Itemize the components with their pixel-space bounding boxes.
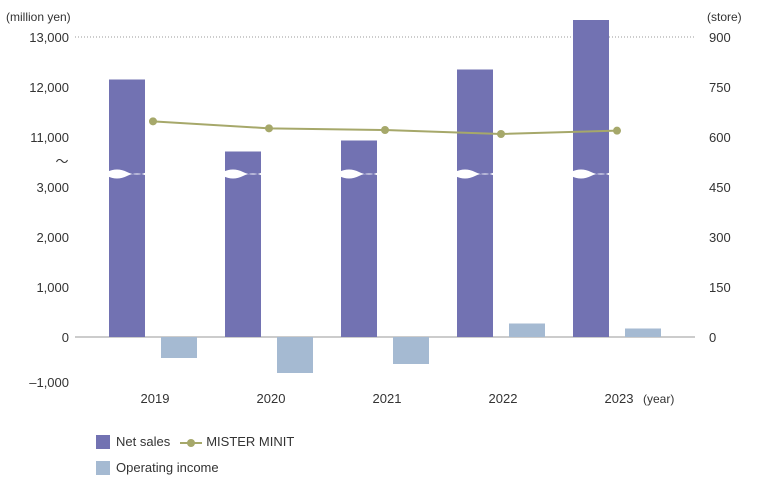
net-sales-bar bbox=[573, 20, 609, 337]
chart-labels: 13,000 12,000 11,000 3,000 2,000 1,000 0 –1,000… bbox=[6, 10, 742, 406]
right-tick-label: 900 bbox=[709, 30, 731, 45]
net-sales-bar bbox=[225, 151, 261, 337]
left-tick-label: 3,000 bbox=[36, 180, 69, 195]
left-tick-label: 12,000 bbox=[29, 80, 69, 95]
left-tick-label: 11,000 bbox=[30, 130, 69, 145]
bar-break-wave bbox=[223, 169, 263, 179]
left-tick-label: 13,000 bbox=[29, 30, 69, 45]
mister-minit-point bbox=[381, 126, 389, 134]
operating-income-swatch bbox=[96, 460, 110, 475]
operating-income-bar bbox=[277, 337, 313, 373]
legend-mister-minit: MISTER MINIT bbox=[206, 434, 295, 449]
axis-break-symbol: 〜 bbox=[55, 154, 68, 169]
operating-income-bar bbox=[509, 323, 545, 337]
chart-line bbox=[149, 117, 621, 138]
operating-income-bar bbox=[393, 337, 429, 364]
bar-break-wave bbox=[571, 169, 611, 179]
legend-row-2: Operating income bbox=[96, 460, 219, 475]
legend-net-sales: Net sales bbox=[116, 434, 171, 449]
mister-minit-point bbox=[613, 126, 621, 135]
left-tick-label: 1,000 bbox=[36, 280, 69, 295]
left-tick-label: 2,000 bbox=[36, 230, 69, 245]
right-axis-unit: (store) bbox=[707, 10, 742, 24]
net-sales-bar bbox=[109, 79, 145, 337]
net-sales-swatch bbox=[96, 434, 110, 449]
operating-income-bar bbox=[625, 328, 661, 337]
x-tick-label: 2019 bbox=[141, 391, 170, 406]
chart-bars bbox=[107, 20, 661, 373]
left-tick-label: 0 bbox=[62, 330, 69, 345]
right-tick-label: 300 bbox=[709, 230, 731, 245]
right-tick-label: 450 bbox=[709, 180, 731, 195]
mister-minit-swatch bbox=[180, 435, 203, 449]
legend-operating-income: Operating income bbox=[116, 460, 219, 475]
legend-row-1: Net sales MISTER MINIT bbox=[96, 434, 294, 449]
x-axis-unit: (year) bbox=[643, 392, 674, 406]
net-sales-bar bbox=[457, 69, 493, 337]
operating-income-bar bbox=[161, 337, 197, 358]
x-tick-label: 2022 bbox=[489, 391, 518, 406]
x-tick-label: 2020 bbox=[257, 391, 286, 406]
mister-minit-point bbox=[265, 124, 273, 133]
right-tick-label: 750 bbox=[709, 80, 731, 95]
mister-minit-point bbox=[149, 117, 157, 126]
bar-break-wave bbox=[455, 169, 495, 179]
left-tick-label: –1,000 bbox=[29, 375, 69, 390]
right-tick-label: 600 bbox=[709, 130, 731, 145]
right-tick-label: 0 bbox=[709, 330, 716, 345]
bar-break-wave bbox=[339, 169, 379, 179]
bar-break-wave bbox=[107, 169, 147, 179]
x-tick-label: 2021 bbox=[373, 391, 402, 406]
x-tick-label: 2023 bbox=[605, 391, 634, 406]
right-tick-label: 150 bbox=[709, 280, 731, 295]
left-axis-unit: (million yen) bbox=[6, 10, 71, 24]
mister-minit-point bbox=[497, 130, 505, 138]
